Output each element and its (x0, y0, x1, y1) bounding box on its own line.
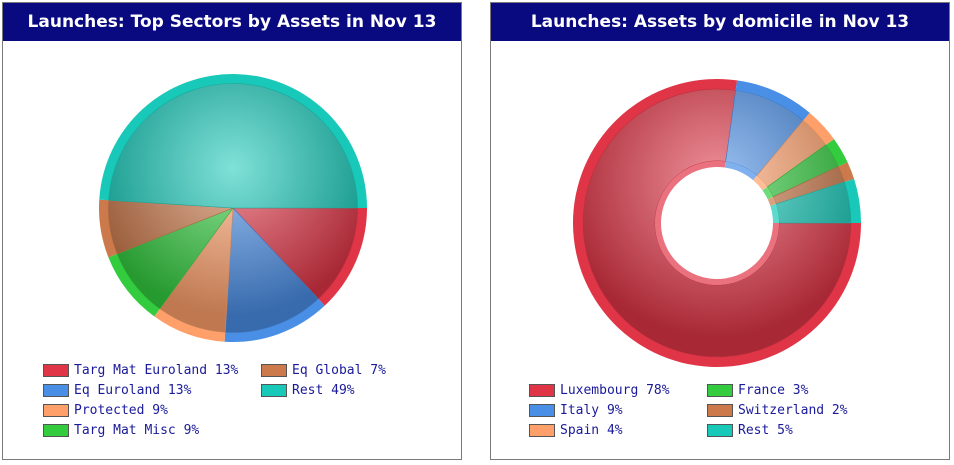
domicile-chart-panel: Launches: Assets by domicile in Nov 13 L… (490, 2, 950, 460)
legend-item-rest: Rest 5% (707, 421, 793, 439)
chart-title: Launches: Top Sectors by Assets in Nov 1… (3, 3, 461, 41)
legend-label: Luxembourg 78% (560, 382, 670, 398)
slice-targ-mat-euroland (232, 207, 358, 300)
slice-france-rim (825, 139, 848, 167)
legend-label: Eq Global 7% (292, 362, 386, 378)
slice-spain-rim (803, 112, 835, 145)
legend-swatch (261, 363, 287, 377)
legend-item-spain: Spain 4% (529, 421, 623, 439)
sectors-chart-panel: Launches: Top Sectors by Assets in Nov 1… (2, 2, 462, 460)
legend-item-protected: Protected 9% (43, 401, 168, 419)
legend-item-targ-mat-euroland: Targ Mat Euroland 13% (43, 361, 238, 379)
legend-swatch (529, 383, 555, 397)
legend-item-france: France 3% (707, 381, 808, 399)
legend-swatch (707, 403, 733, 417)
chart-title: Launches: Assets by domicile in Nov 13 (491, 3, 949, 41)
legend-swatch (529, 423, 555, 437)
legend-label: Switzerland 2% (738, 402, 848, 418)
legend-label: Eq Euroland 13% (74, 382, 192, 398)
legend-swatch (43, 403, 69, 417)
legend-label: Protected 9% (74, 402, 168, 418)
sectors-pie-chart (99, 74, 368, 342)
legend-label: Italy 9% (560, 402, 623, 418)
legend-item-luxembourg: Luxembourg 78% (529, 381, 670, 399)
slice-italy-rim (735, 80, 810, 121)
legend-item-eq-global: Eq Global 7% (261, 361, 386, 379)
slice-switzerland-inner-rim (767, 196, 777, 206)
legend-swatch (43, 423, 69, 437)
domicile-donut-chart (573, 78, 861, 368)
slice-eq-euroland-rim (224, 298, 325, 342)
slice-targ-mat-misc-rim (108, 253, 160, 317)
legend-label: Targ Mat Misc 9% (74, 422, 200, 438)
slice-rest (108, 83, 358, 209)
slice-eq-global-rim (99, 199, 118, 258)
legend-label: Rest 49% (292, 382, 355, 398)
slice-rest-inner-rim (770, 204, 780, 223)
legend-swatch (43, 383, 69, 397)
legend-label: France 3% (738, 382, 809, 398)
legend-item-targ-mat-misc: Targ Mat Misc 9% (43, 421, 199, 439)
slice-targ-mat-euroland-rim (318, 208, 367, 306)
legend-swatch (707, 423, 733, 437)
legend-swatch (707, 383, 733, 397)
legend-label: Rest 5% (738, 422, 793, 438)
legend-item-switzerland: Switzerland 2% (707, 401, 848, 419)
legend-item-italy: Italy 9% (529, 401, 623, 419)
slice-rest-rim (844, 178, 861, 223)
slice-switzerland-rim (838, 162, 855, 183)
legend-item-eq-euroland: Eq Euroland 13% (43, 381, 191, 399)
slice-spain-inner-rim (753, 175, 768, 191)
legend-swatch (529, 403, 555, 417)
legend-swatch (43, 363, 69, 377)
legend-label: Targ Mat Euroland 13% (74, 362, 239, 378)
legend-label: Spain 4% (560, 422, 623, 438)
legend-swatch (261, 383, 287, 397)
slice-italy-inner-rim (724, 161, 757, 181)
slice-france-inner-rim (762, 186, 774, 200)
legend-item-rest: Rest 49% (261, 381, 355, 399)
slice-eq-euroland (224, 207, 319, 333)
